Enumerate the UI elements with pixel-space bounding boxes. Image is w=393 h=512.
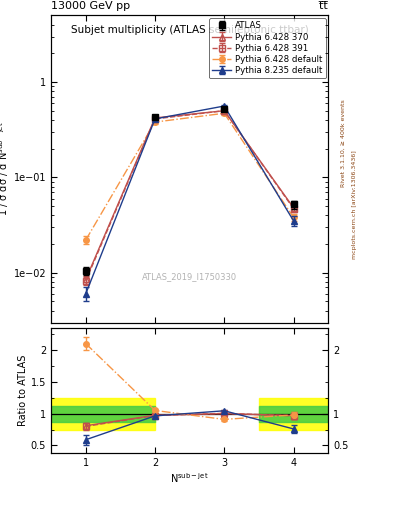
Text: t̅t̅: t̅t̅ (320, 1, 328, 11)
Text: Rivet 3.1.10, ≥ 400k events: Rivet 3.1.10, ≥ 400k events (341, 99, 346, 187)
Bar (259, 398, 328, 430)
Text: Subjet multiplicity (ATLAS semileptonic ttbar): Subjet multiplicity (ATLAS semileptonic … (71, 25, 309, 35)
Legend: ATLAS, Pythia 6.428 370, Pythia 6.428 391, Pythia 6.428 default, Pythia 8.235 de: ATLAS, Pythia 6.428 370, Pythia 6.428 39… (209, 18, 325, 78)
Bar (51, 398, 155, 430)
X-axis label: N$^{\mathrm{sub-jet}}$: N$^{\mathrm{sub-jet}}$ (170, 471, 209, 484)
Y-axis label: Ratio to ATLAS: Ratio to ATLAS (18, 355, 28, 426)
Y-axis label: 1 / σ dσ / d N$^{\mathrm{sub-jet}}$: 1 / σ dσ / d N$^{\mathrm{sub-jet}}$ (0, 122, 11, 216)
Text: mcplots.cern.ch [arXiv:1306.3436]: mcplots.cern.ch [arXiv:1306.3436] (352, 151, 357, 259)
Text: 13000 GeV pp: 13000 GeV pp (51, 1, 130, 11)
Bar (259, 406, 328, 421)
Bar (51, 406, 155, 421)
Text: ATLAS_2019_I1750330: ATLAS_2019_I1750330 (142, 272, 237, 281)
